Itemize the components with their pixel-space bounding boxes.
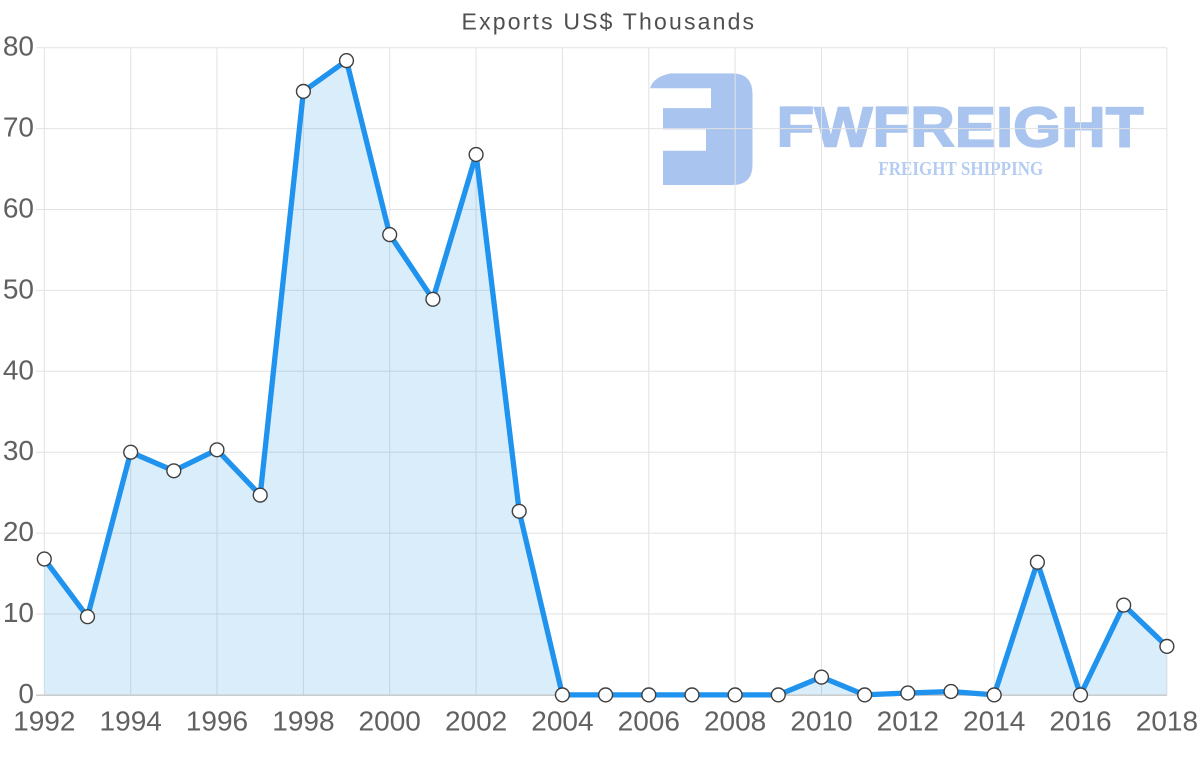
svg-text:1994: 1994	[100, 706, 162, 737]
svg-text:2012: 2012	[877, 706, 939, 737]
svg-text:70: 70	[3, 112, 34, 143]
svg-text:2010: 2010	[790, 706, 852, 737]
svg-text:80: 80	[3, 31, 34, 62]
svg-text:30: 30	[3, 435, 34, 466]
svg-text:2018: 2018	[1136, 706, 1198, 737]
svg-text:1992: 1992	[13, 706, 75, 737]
svg-text:40: 40	[3, 354, 34, 385]
svg-text:10: 10	[3, 597, 34, 628]
svg-text:50: 50	[3, 273, 34, 304]
svg-text:Exports US$ Thousands: Exports US$ Thousands	[462, 8, 755, 34]
svg-text:2002: 2002	[445, 706, 507, 737]
svg-text:2016: 2016	[1049, 706, 1111, 737]
svg-text:2008: 2008	[704, 706, 766, 737]
svg-text:FREIGHT SHIPPING: FREIGHT SHIPPING	[878, 158, 1043, 180]
svg-text:2006: 2006	[618, 706, 680, 737]
svg-text:60: 60	[3, 193, 34, 224]
svg-text:0: 0	[18, 678, 34, 709]
svg-text:2000: 2000	[359, 706, 421, 737]
svg-text:FWFREIGHT: FWFREIGHT	[777, 95, 1144, 159]
svg-text:1998: 1998	[272, 706, 334, 737]
svg-text:2014: 2014	[963, 706, 1025, 737]
svg-text:2004: 2004	[531, 706, 593, 737]
svg-text:1996: 1996	[186, 706, 248, 737]
svg-text:20: 20	[3, 516, 34, 547]
